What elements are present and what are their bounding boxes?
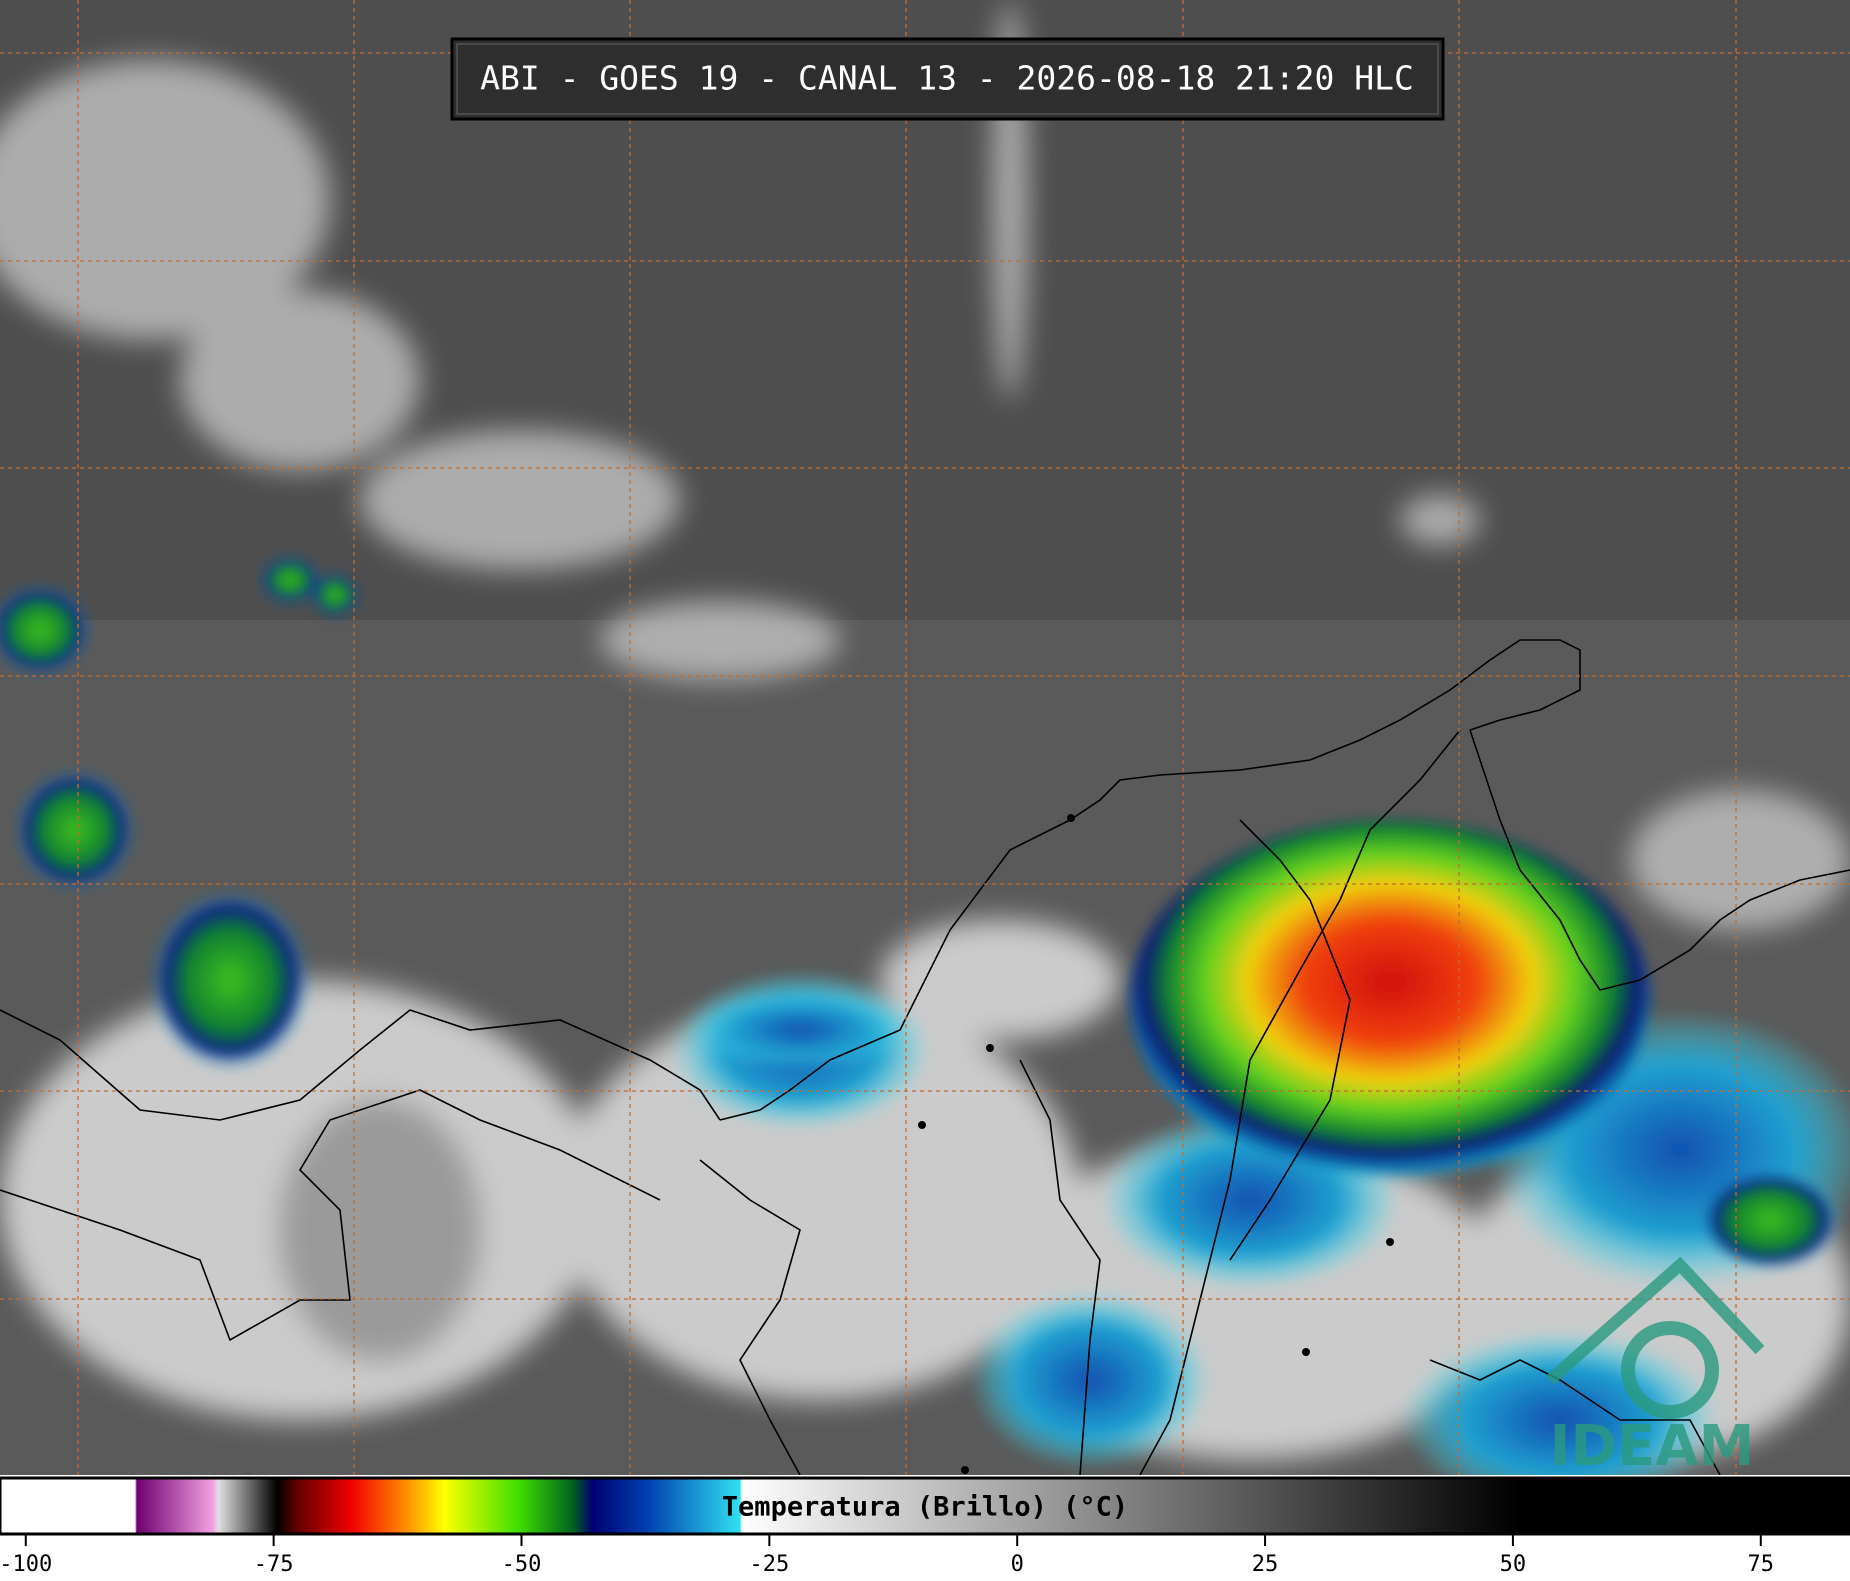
tick-label: -100	[0, 1552, 52, 1577]
colorbar: Temperatura (Brillo) (°C) -100 -75 -50 -25 0…	[0, 1475, 1850, 1577]
title: ABI - GOES 19 - CANAL 13 - 2026-08-18 21…	[480, 59, 1414, 98]
tick-label: 0	[1011, 1552, 1024, 1577]
tick-label: 25	[1252, 1552, 1279, 1577]
imagery	[0, 0, 1850, 1510]
title-box: ABI - GOES 19 - CANAL 13 - 2026-08-18 21…	[450, 37, 1445, 121]
tick-label: -25	[749, 1552, 789, 1577]
tick-label: -50	[502, 1552, 542, 1577]
graticule	[0, 0, 1850, 1475]
logo: IDEAM	[1546, 1256, 1765, 1479]
tick-label: 50	[1500, 1552, 1527, 1577]
coastlines	[0, 639, 1850, 1476]
logo-text: IDEAM	[1550, 1414, 1755, 1479]
colorbar-label: Temperatura (Brillo) (°C)	[722, 1492, 1128, 1523]
tick-label: -75	[254, 1552, 294, 1577]
tick-label: 75	[1748, 1552, 1775, 1577]
cities	[918, 814, 1394, 1474]
